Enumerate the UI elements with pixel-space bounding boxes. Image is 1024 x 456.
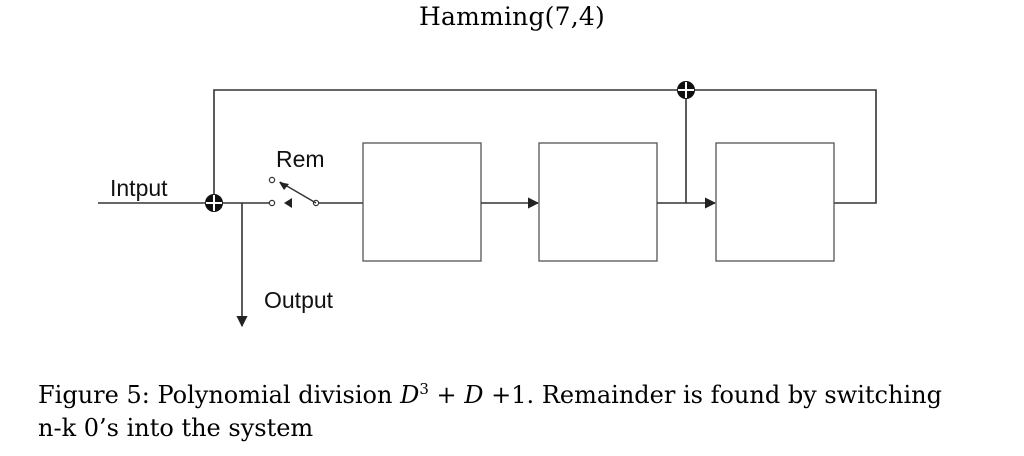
caption-plus1: +	[436, 381, 457, 409]
caption-poly-exp: 3	[419, 380, 429, 398]
caption-poly-const: 1.	[511, 381, 535, 409]
feedback-loop	[213, 89, 877, 204]
register-box-2	[538, 142, 658, 262]
feedback-xor-icon	[677, 81, 695, 99]
caption-line2: n-k 0’s into the system	[38, 414, 314, 442]
remainder-switch	[268, 176, 363, 208]
output-label: Output	[264, 287, 334, 313]
caption-poly-var1: D	[400, 381, 420, 409]
caption-text-after: Remainder is found by switching	[541, 381, 942, 409]
figure-caption: Figure 5: Polynomial division D3 + D +1.…	[38, 373, 998, 445]
diagram-title: Hamming(7,4)	[419, 2, 605, 31]
switch-label: Rem	[276, 146, 325, 172]
register-box-1	[362, 142, 482, 262]
caption-prefix: Figure 5:	[38, 381, 150, 409]
register-box-3	[715, 142, 835, 262]
input-xor-icon	[205, 194, 223, 212]
caption-poly-var2: D	[464, 381, 484, 409]
input-label: Intput	[110, 175, 168, 201]
caption-text-before: Polynomial division	[157, 381, 393, 409]
caption-plus2: +	[491, 381, 512, 409]
